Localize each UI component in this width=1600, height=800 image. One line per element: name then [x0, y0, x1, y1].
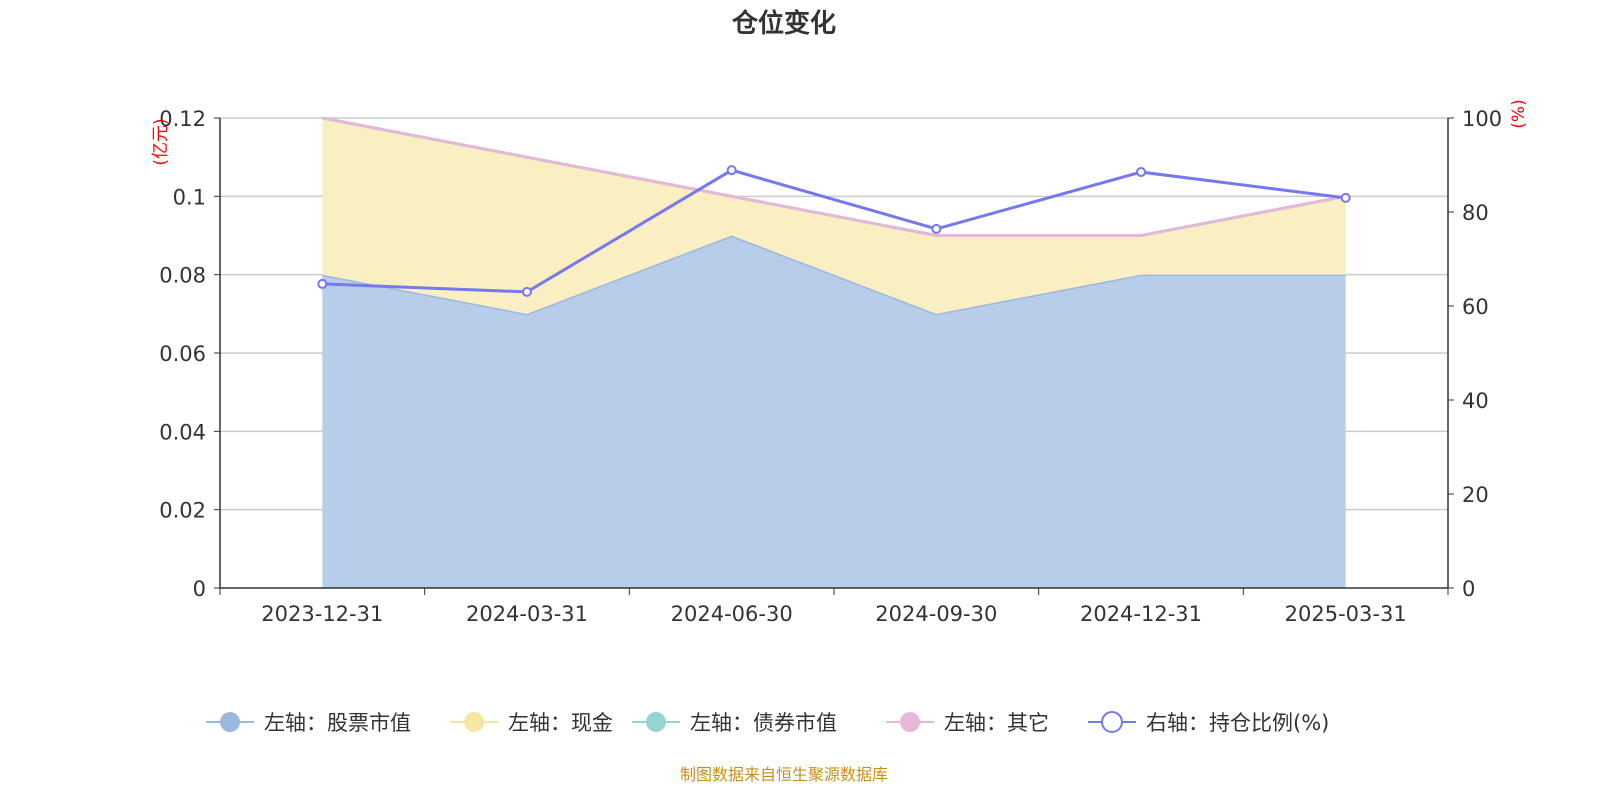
- chart-title: 仓位变化: [731, 8, 836, 39]
- y-left-tick-label: 0.1: [173, 185, 206, 209]
- ratio-point: [1340, 192, 1351, 203]
- y-right-tick-label: 40: [1462, 389, 1489, 413]
- ratio-point: [522, 286, 532, 297]
- y-left-tick-label: 0.04: [159, 420, 206, 444]
- source-note: 制图数据来自恒生聚源数据库: [680, 765, 888, 784]
- legend-marker: [900, 712, 920, 732]
- y-left-tick-label: 0.12: [159, 107, 206, 131]
- y-left-tick-label: 0: [193, 577, 206, 601]
- area-0: [322, 235, 1346, 588]
- x-tick-label: 2025-03-31: [1285, 602, 1407, 626]
- ratio-point: [1136, 167, 1146, 178]
- ratio-line: [322, 168, 1346, 294]
- legend-label: 左轴：其它: [944, 711, 1049, 735]
- y-right-tick-label: 60: [1462, 295, 1489, 319]
- ratio-point: [317, 278, 328, 289]
- y-right-tick-label: 20: [1462, 483, 1489, 507]
- y-right-tick-label: 80: [1462, 201, 1489, 225]
- ratio-point: [726, 165, 737, 176]
- legend-marker-hollow: [1101, 711, 1123, 733]
- legend-marker: [464, 712, 484, 732]
- legend-label: 左轴：股票市值: [264, 711, 411, 735]
- legend-marker: [220, 712, 240, 732]
- y-right-tick-label: 0: [1462, 577, 1475, 601]
- legend-marker: [646, 712, 666, 732]
- x-tick-label: 2024-03-31: [466, 602, 588, 626]
- y-left-tick-label: 0.08: [159, 264, 206, 288]
- y-right-tick-label: 100: [1462, 107, 1502, 131]
- y-left-tick-label: 0.06: [159, 342, 206, 366]
- area-line-3: [322, 116, 1346, 237]
- y-left-tick-label: 0.02: [159, 499, 206, 523]
- ratio-point: [931, 223, 942, 234]
- x-tick-label: 2024-12-31: [1080, 602, 1202, 626]
- legend-label: 右轴：持仓比例(%): [1146, 711, 1329, 735]
- y-left-unit: (亿元): [151, 118, 171, 165]
- x-tick-label: 2023-12-31: [261, 602, 383, 626]
- legend-label: 左轴：债券市值: [690, 711, 837, 735]
- x-tick-label: 2024-09-30: [875, 602, 997, 626]
- x-tick-label: 2024-06-30: [671, 602, 793, 626]
- legend-label: 左轴：现金: [508, 711, 613, 735]
- y-right-unit: (%): [1509, 99, 1529, 128]
